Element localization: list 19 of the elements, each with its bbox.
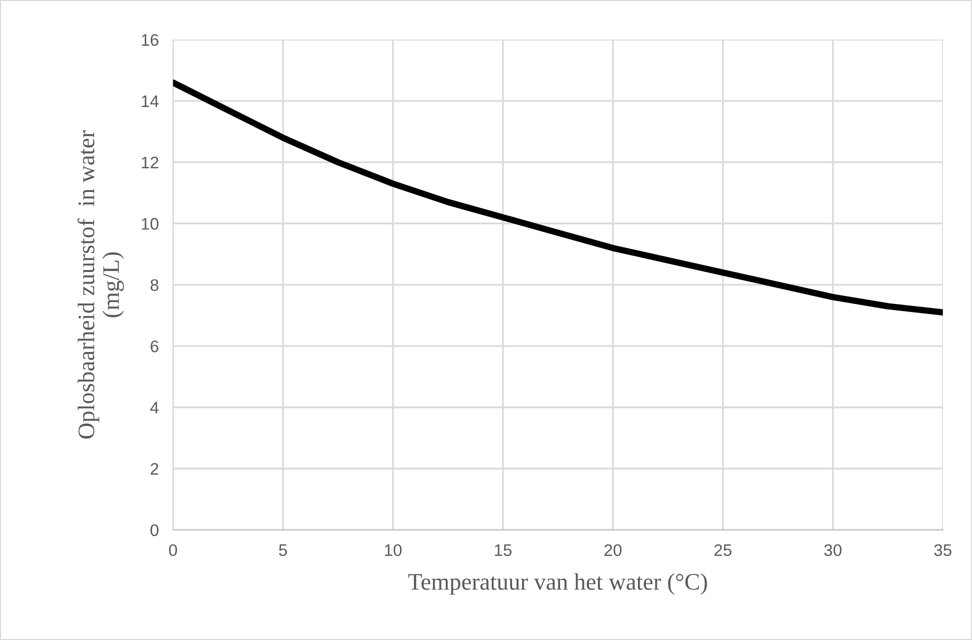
y-tick-label: 4	[150, 402, 159, 414]
x-tick-label: 10	[384, 544, 402, 556]
x-tick-label: 35	[934, 544, 952, 556]
y-tick-label: 16	[142, 34, 158, 46]
x-tick-label: 20	[604, 544, 622, 556]
y-tick-label: 10	[142, 218, 158, 230]
y-axis-title: Oplosbaarheid zuurstof in water (mg/L)	[78, 130, 124, 439]
y-tick-label: 2	[150, 463, 158, 475]
y-tick-label: 0	[150, 524, 158, 536]
y-tick-label: 12	[142, 156, 158, 168]
x-axis-title: Temperatuur van het water (°C)	[408, 573, 707, 595]
x-tick-label: 25	[714, 544, 732, 556]
x-tick-label: 5	[279, 544, 287, 556]
y-tick-label: 6	[150, 340, 158, 352]
x-tick-label: 30	[824, 544, 842, 556]
x-tick-label: 0	[169, 544, 177, 556]
y-tick-label: 8	[150, 279, 158, 292]
x-tick-label: 15	[494, 544, 512, 556]
y-tick-label: 14	[142, 96, 159, 107]
